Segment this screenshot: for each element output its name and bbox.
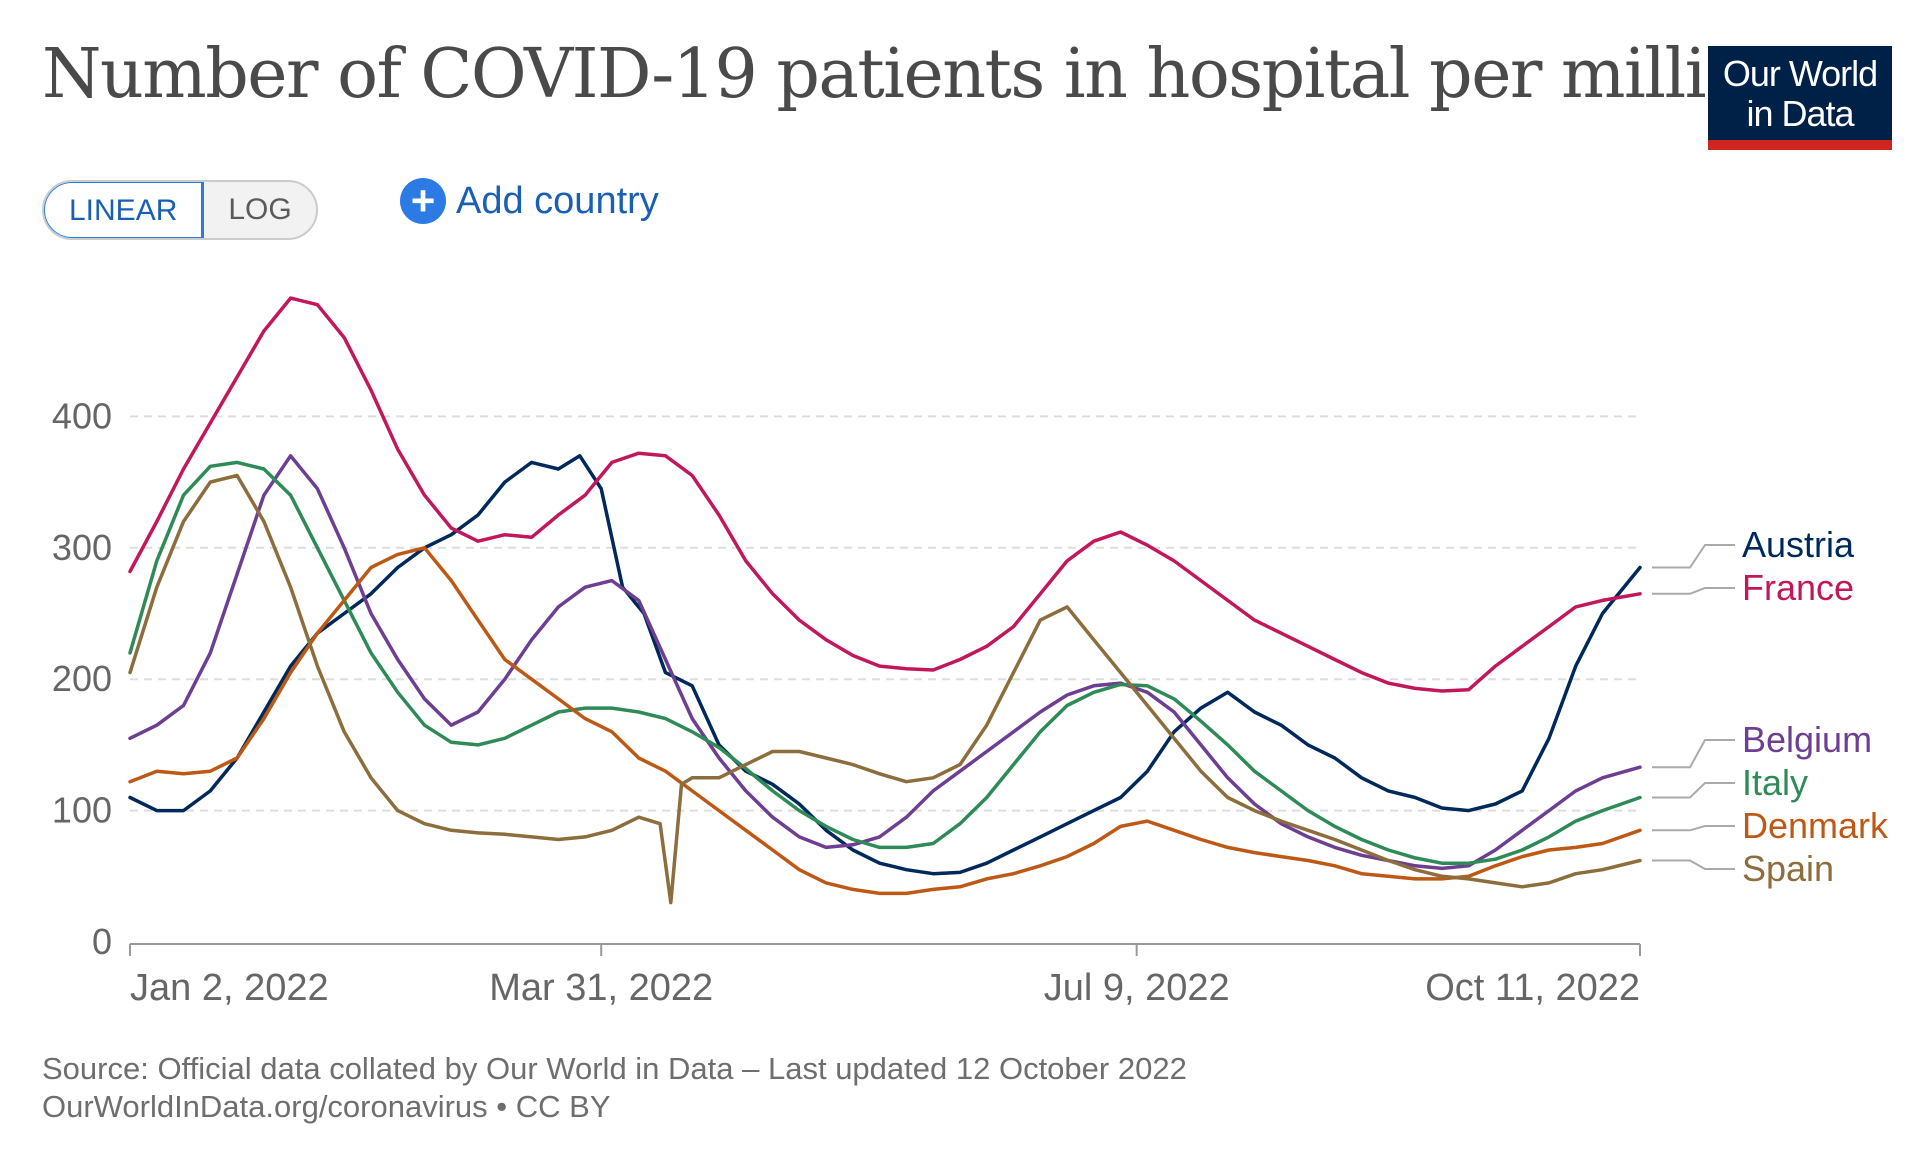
legend-connector	[1652, 782, 1735, 799]
series-line-austria[interactable]	[128, 454, 1642, 876]
x-tick-label: Oct 11, 2022	[1425, 967, 1640, 1009]
legend-connector	[1652, 739, 1735, 769]
legend-label-denmark[interactable]: Denmark	[1742, 805, 1889, 846]
y-tick-label: 100	[52, 790, 112, 831]
add-country-label: Add country	[456, 179, 659, 222]
series-line-spain[interactable]	[128, 473, 1642, 905]
series-line-italy[interactable]	[128, 460, 1642, 865]
legend-label-belgium[interactable]: Belgium	[1742, 719, 1872, 760]
series-line-france[interactable]	[128, 296, 1642, 693]
scale-toggle: LINEAR LOG	[42, 180, 318, 240]
legend-connector	[1652, 544, 1735, 569]
x-tick-label: Mar 31, 2022	[489, 967, 713, 1009]
series-line-belgium[interactable]	[128, 454, 1642, 871]
legend-label-france[interactable]: France	[1742, 567, 1854, 608]
y-axis-ticks: 0 100 200 300 400	[52, 395, 112, 962]
y-tick-label: 300	[52, 527, 112, 568]
plus-icon: +	[400, 178, 446, 224]
linear-scale-button[interactable]: LINEAR	[43, 182, 205, 238]
legend-connector	[1652, 825, 1735, 832]
x-tick-label: Jul 9, 2022	[1044, 967, 1230, 1009]
page-title: Number of COVID-19 patients in hospital …	[42, 35, 1788, 114]
y-tick-label: 200	[52, 658, 112, 699]
owid-logo[interactable]: Our World in Data	[1708, 46, 1892, 150]
legend-label-spain[interactable]: Spain	[1742, 848, 1834, 889]
legend-connector	[1652, 859, 1735, 870]
legend-connector	[1652, 587, 1735, 595]
source-note: Source: Official data collated by Our Wo…	[42, 1050, 1187, 1126]
add-country-button[interactable]: + Add country	[400, 178, 659, 224]
logo-line-1: Our World	[1722, 53, 1878, 94]
legend-label-italy[interactable]: Italy	[1742, 762, 1808, 803]
y-tick-label: 0	[92, 921, 112, 962]
y-tick-label: 400	[52, 395, 112, 436]
series-line-denmark[interactable]	[128, 546, 1642, 896]
source-line-2: OurWorldInData.org/coronavirus • CC BY	[42, 1089, 611, 1124]
x-tick-label: Jan 2, 2022	[130, 967, 329, 1009]
logo-line-2: in Data	[1746, 93, 1854, 134]
x-axis: Jan 2, 2022 Mar 31, 2022 Jul 9, 2022 Oct 11…	[129, 943, 1641, 1009]
source-line-1: Source: Official data collated by Our Wo…	[42, 1051, 1187, 1086]
series-lines[interactable]	[128, 296, 1642, 905]
log-scale-button[interactable]: LOG	[228, 193, 292, 226]
legend-label-austria[interactable]: Austria	[1742, 524, 1855, 565]
